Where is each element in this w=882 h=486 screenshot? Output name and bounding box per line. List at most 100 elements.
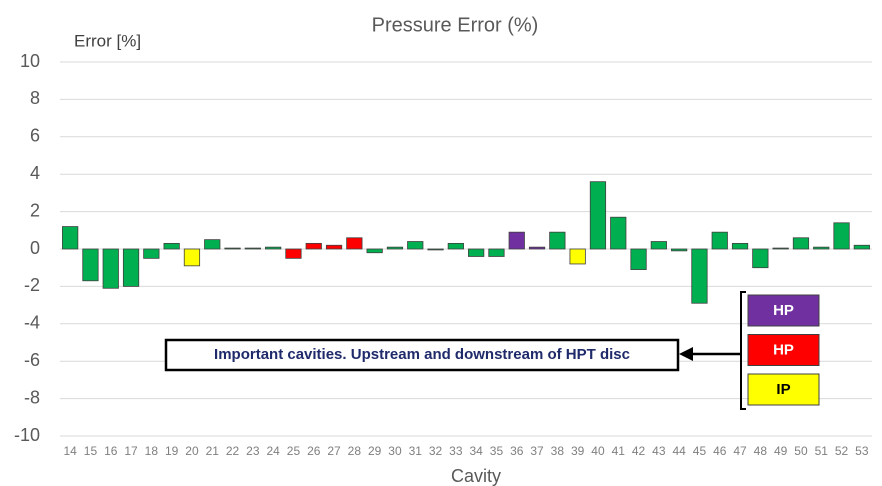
bar	[183, 248, 201, 267]
y-tick-label: -6	[24, 350, 40, 370]
x-tick-label: 18	[145, 444, 159, 458]
x-tick-label: 46	[713, 444, 727, 458]
bar	[407, 241, 424, 250]
bar	[569, 248, 586, 265]
bar	[468, 248, 485, 257]
bar	[853, 244, 870, 250]
bar	[204, 239, 221, 250]
y-tick-label: -10	[14, 425, 40, 445]
x-tick-label: 47	[733, 444, 747, 458]
x-tick-label: 51	[815, 444, 829, 458]
bar	[305, 242, 322, 250]
x-tick-label: 24	[266, 444, 280, 458]
y-tick-label: -8	[24, 387, 40, 407]
y-tick-label: 10	[20, 51, 40, 71]
x-axis-label: Cavity	[451, 466, 501, 486]
bar	[62, 226, 79, 250]
bar	[671, 248, 688, 252]
bar	[650, 241, 667, 250]
bar	[528, 246, 546, 250]
bar	[122, 248, 140, 287]
x-tick-label: 16	[104, 444, 118, 458]
x-tick-label: 39	[571, 444, 585, 458]
x-tick-label: 42	[632, 444, 646, 458]
x-tick-label: 49	[774, 444, 788, 458]
x-tick-label: 28	[348, 444, 362, 458]
x-tick-label: 31	[409, 444, 423, 458]
bar	[752, 248, 769, 269]
x-tick-label: 34	[469, 444, 483, 458]
legend-label: HP	[773, 302, 794, 319]
x-tick-label: 27	[327, 444, 341, 458]
bar	[610, 216, 627, 250]
bar	[508, 231, 525, 250]
y-tick-label: -4	[24, 313, 40, 333]
x-tick-label: 40	[591, 444, 605, 458]
x-tick-label: 30	[388, 444, 402, 458]
x-tick-label: 17	[124, 444, 138, 458]
x-tick-label: 53	[855, 444, 869, 458]
x-tick-label: 48	[754, 444, 768, 458]
bar	[447, 242, 464, 250]
bar	[163, 242, 180, 250]
x-tick-label: 25	[287, 444, 301, 458]
x-tick-label: 44	[672, 444, 686, 458]
y-tick-label: -2	[24, 275, 40, 295]
x-tick-label: 50	[794, 444, 808, 458]
bar	[691, 248, 708, 304]
bar	[366, 248, 383, 254]
x-tick-label: 21	[206, 444, 220, 458]
x-tick-label: 20	[185, 444, 199, 458]
x-tick-label: 32	[429, 444, 443, 458]
bar	[549, 231, 566, 250]
x-tick-label: 29	[368, 444, 382, 458]
legend-label: HP	[773, 341, 794, 358]
x-tick-label: 33	[449, 444, 463, 458]
bar	[731, 242, 749, 250]
bar	[346, 237, 363, 250]
y-axis-label: Error [%]	[74, 31, 141, 50]
x-tick-label: 23	[246, 444, 260, 458]
legend-swatch	[747, 294, 820, 327]
x-tick-label: 43	[652, 444, 666, 458]
bar	[325, 244, 343, 250]
bar	[630, 248, 647, 270]
bar	[792, 237, 810, 250]
x-tick-label: 15	[84, 444, 98, 458]
bar	[285, 248, 302, 259]
legend-swatch	[747, 373, 820, 406]
arrow-head	[679, 347, 693, 361]
y-tick-label: 4	[30, 163, 40, 183]
legend-bracket	[740, 291, 746, 410]
bar	[833, 222, 850, 250]
y-tick-label: 6	[30, 126, 40, 146]
bar	[102, 248, 119, 289]
y-tick-label: 8	[30, 88, 40, 108]
y-tick-label: 2	[30, 200, 40, 220]
bar	[813, 246, 830, 250]
bar	[427, 248, 444, 251]
bar	[143, 248, 160, 259]
bar	[244, 247, 261, 250]
x-tick-label: 19	[165, 444, 179, 458]
y-tick-label: 0	[30, 238, 40, 258]
x-tick-label: 52	[835, 444, 849, 458]
bar	[386, 246, 404, 250]
legend-swatch	[747, 334, 820, 366]
x-tick-label: 26	[307, 444, 321, 458]
bar	[772, 247, 789, 250]
chart-title: Pressure Error (%)	[372, 14, 539, 36]
bar	[224, 247, 241, 250]
x-tick-label: 45	[693, 444, 707, 458]
x-tick-label: 38	[551, 444, 565, 458]
x-tick-label: 36	[510, 444, 524, 458]
annotation: Important cavities. Upstream and downstr…	[214, 346, 630, 363]
x-tick-label: 41	[612, 444, 626, 458]
bar	[82, 248, 99, 282]
annotation-box	[164, 338, 680, 372]
x-tick-label: 35	[490, 444, 504, 458]
x-tick-label: 37	[530, 444, 544, 458]
bar	[488, 248, 505, 257]
bar	[589, 181, 607, 250]
